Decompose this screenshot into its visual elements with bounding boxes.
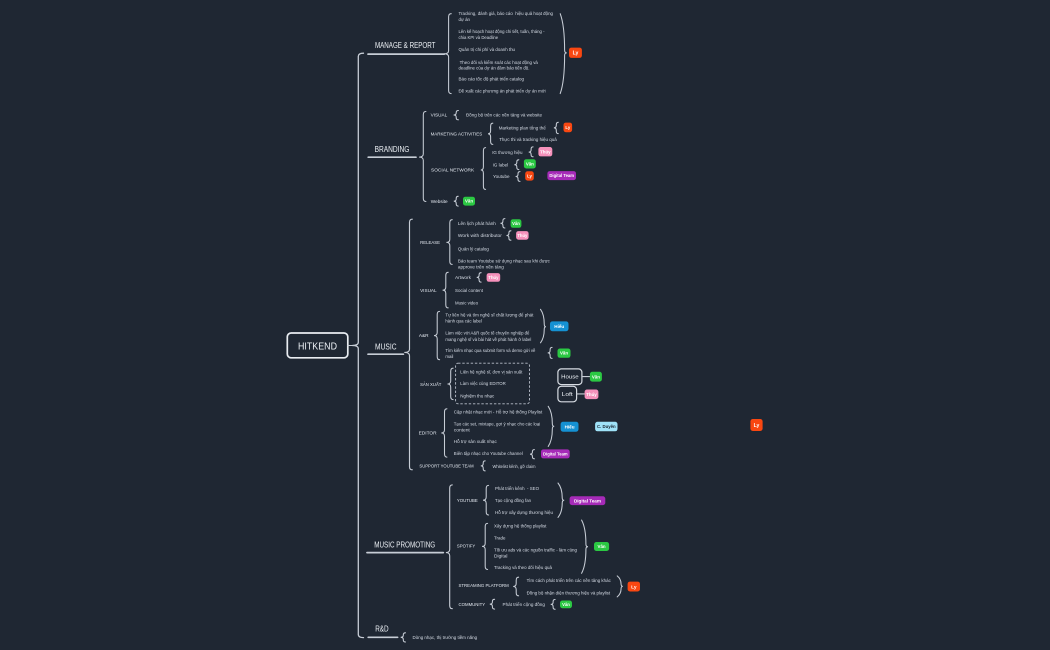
- svg-text:YOUTUBE: YOUTUBE: [457, 498, 478, 504]
- svg-text:STREAMING PLATFORM: STREAMING PLATFORM: [459, 583, 509, 589]
- svg-text:hành qua các label: hành qua các label: [445, 319, 482, 324]
- svg-text:Vân: Vân: [526, 161, 534, 166]
- svg-text:Ly: Ly: [527, 173, 532, 178]
- svg-text:deadline của dự án đảm bảo tiế: deadline của dự án đảm bảo tiến độ.: [459, 64, 530, 70]
- svg-text:Ly: Ly: [565, 125, 570, 130]
- svg-text:Website: Website: [431, 199, 448, 204]
- svg-text:dự án: dự án: [459, 17, 471, 22]
- svg-text:content: content: [454, 427, 471, 432]
- svg-text:Cập nhật nhạc mới - Hỗ trợ hệ: Cập nhật nhạc mới - Hỗ trợ hệ thống Play…: [454, 408, 543, 414]
- svg-text:Vân: Vân: [562, 602, 570, 607]
- svg-text:MANAGE & REPORT: MANAGE & REPORT: [375, 41, 436, 50]
- svg-text:Ly: Ly: [573, 51, 579, 57]
- svg-text:Quản trị chi phí và doanh thu: Quản trị chi phí và doanh thu: [459, 47, 516, 52]
- svg-text:Tối ưu ads và các nguồn traffi: Tối ưu ads và các nguồn traffic - làm cù…: [494, 547, 577, 552]
- svg-text:RELEASE: RELEASE: [420, 240, 440, 246]
- svg-text:Báo cáo tốc độ phát triển cata: Báo cáo tốc độ phát triển catalog: [459, 75, 525, 81]
- svg-text:Hiếu: Hiếu: [565, 423, 575, 429]
- svg-text:VISUAL: VISUAL: [431, 113, 448, 119]
- svg-text:SPOTIFY: SPOTIFY: [457, 544, 476, 550]
- svg-text:R&D: R&D: [375, 624, 388, 633]
- svg-text:Phát triển cộng đồng: Phát triển cộng đồng: [503, 601, 546, 607]
- svg-text:BRANDING: BRANDING: [375, 145, 410, 154]
- svg-text:IG thương hiệu: IG thương hiệu: [492, 150, 523, 155]
- svg-text:Tracking và theo dõi hiệu quả: Tracking và theo dõi hiệu quả: [494, 565, 552, 570]
- svg-text:Digital Team: Digital Team: [543, 451, 568, 456]
- svg-text:Vân: Vân: [592, 374, 600, 379]
- svg-text:Music video: Music video: [455, 300, 478, 305]
- svg-text:C. Duyên: C. Duyên: [597, 424, 616, 429]
- svg-text:Theo dõi và kiểm soát các hoạt: Theo dõi và kiểm soát các hoạt động và: [460, 59, 539, 65]
- svg-text:SẢN XUẤT: SẢN XUẤT: [420, 381, 441, 388]
- svg-text:Tìm cách phát triển trên các n: Tìm cách phát triển trên các nền tảng kh…: [527, 577, 612, 583]
- svg-text:Lên lịch phát hành: Lên lịch phát hành: [458, 221, 496, 226]
- svg-text:Làm việc cùng EDITOR: Làm việc cùng EDITOR: [460, 381, 506, 386]
- svg-text:Marketing plan tổng thể: Marketing plan tổng thể: [499, 124, 546, 130]
- svg-text:approve trên nền tảng: approve trên nền tảng: [458, 264, 504, 269]
- svg-text:Vân: Vân: [598, 544, 606, 549]
- svg-text:Thực thi và tracking hiệu quả: Thực thi và tracking hiệu quả: [499, 137, 557, 142]
- svg-text:Youtube: Youtube: [493, 174, 510, 179]
- svg-text:Digital Team: Digital Team: [574, 498, 601, 503]
- svg-text:EDITOR: EDITOR: [419, 431, 438, 437]
- svg-text:Đề xuất các phương án phát tri: Đề xuất các phương án phát triển dự án m…: [459, 88, 546, 94]
- svg-text:Tìm kiếm nhạc qua submit form: Tìm kiếm nhạc qua submit form và demo gử…: [445, 347, 535, 353]
- svg-text:Đồng bộ nhận diện thương hiệu: Đồng bộ nhận diện thương hiệu và playlis…: [527, 590, 611, 595]
- svg-text:Hỗ trợ sản xuất nhạc: Hỗ trợ sản xuất nhạc: [454, 438, 498, 444]
- svg-text:Quản lý catalog: Quản lý catalog: [458, 246, 489, 251]
- svg-text:Digital Team: Digital Team: [549, 173, 574, 178]
- svg-text:VISUAL: VISUAL: [420, 288, 437, 294]
- svg-text:Vân: Vân: [512, 221, 520, 226]
- svg-text:Digital: Digital: [494, 553, 508, 558]
- svg-text:Trade: Trade: [494, 535, 506, 540]
- svg-text:Artwork: Artwork: [455, 275, 472, 280]
- svg-text:mail: mail: [445, 354, 453, 359]
- svg-text:IG label: IG label: [493, 162, 509, 167]
- svg-text:Thúy: Thúy: [517, 233, 528, 238]
- svg-text:mang nghệ sĩ và bài hát về phá: mang nghệ sĩ và bài hát về phát hành ở l…: [445, 336, 531, 342]
- svg-text:SUPPORT YOUTUBE TEAM: SUPPORT YOUTUBE TEAM: [419, 464, 473, 470]
- svg-text:Tracking, đánh giá, báo cáo h: Tracking, đánh giá, báo cáo hiệu quả hoạ…: [459, 11, 554, 16]
- svg-text:SOCIAL NETWORK: SOCIAL NETWORK: [431, 168, 475, 174]
- svg-text:Vân: Vân: [560, 351, 568, 356]
- svg-text:Liên hệ nghệ sĩ, đơn vị sản xu: Liên hệ nghệ sĩ, đơn vị sản xuất: [460, 369, 523, 374]
- svg-text:Lên kế hoạch hoạt động chi tiế: Lên kế hoạch hoạt động chi tiết, tuần, t…: [459, 29, 545, 34]
- svg-text:Nghiệm thu nhạc: Nghiệm thu nhạc: [460, 393, 495, 398]
- svg-text:Social content: Social content: [455, 288, 484, 293]
- svg-text:MUSIC: MUSIC: [375, 342, 397, 351]
- svg-text:A&R: A&R: [419, 333, 429, 339]
- svg-text:Phát triển kênh - SEO: Phát triển kênh - SEO: [495, 485, 539, 491]
- svg-text:HITKEND: HITKEND: [298, 340, 337, 352]
- svg-text:MARKETING ACTIVITIES: MARKETING ACTIVITIES: [431, 132, 483, 138]
- svg-text:Ly: Ly: [631, 584, 637, 590]
- svg-text:Tạo các set, mixtape, gợi ý nh: Tạo các set, mixtape, gợi ý nhạc cho các…: [454, 422, 540, 427]
- svg-text:Hỗ trợ xây dựng thương hiệu: Hỗ trợ xây dựng thương hiệu: [495, 509, 553, 515]
- svg-text:House: House: [561, 375, 579, 381]
- svg-text:MUSIC PROMOTING: MUSIC PROMOTING: [374, 540, 435, 549]
- svg-text:Thúy: Thúy: [540, 149, 551, 154]
- svg-text:Biên tập nhạc cho Youtube chan: Biên tập nhạc cho Youtube channel: [454, 451, 523, 456]
- svg-text:Xây dựng hệ thống playlist: Xây dựng hệ thống playlist: [494, 524, 547, 529]
- svg-text:chia KPI và Deadline: chia KPI và Deadline: [459, 35, 499, 40]
- svg-text:Thúy: Thúy: [586, 392, 597, 397]
- svg-text:Thúy: Thúy: [488, 275, 499, 280]
- svg-text:Đồng bộ trên các nền tảng và w: Đồng bộ trên các nền tảng và website: [466, 113, 542, 118]
- svg-text:Ly: Ly: [754, 423, 760, 429]
- svg-text:Dòng nhạc, thị trường tiềm năn: Dòng nhạc, thị trường tiềm năng: [413, 635, 478, 640]
- svg-text:Hiếu: Hiếu: [554, 323, 564, 329]
- svg-text:Loft: Loft: [562, 392, 574, 398]
- svg-text:Báo team Youtube sử dụng nhạc: Báo team Youtube sử dụng nhạc sau khi đư…: [458, 257, 551, 263]
- svg-text:Vân: Vân: [465, 199, 473, 204]
- svg-text:Tạo cộng đồng fan: Tạo cộng đồng fan: [495, 498, 531, 503]
- svg-text:Work with distributor: Work with distributor: [458, 233, 502, 238]
- svg-text:Tự liên hệ và tìm nghệ sĩ chất: Tự liên hệ và tìm nghệ sĩ chất lượng để …: [445, 311, 534, 317]
- svg-text:Whitelist kênh, gỡ claim: Whitelist kênh, gỡ claim: [493, 464, 536, 469]
- svg-text:Làm việc với A&R quốc tế chuyê: Làm việc với A&R quốc tế chuyên nghiệp đ…: [445, 330, 529, 336]
- svg-text:COMMUNITY: COMMUNITY: [459, 602, 486, 608]
